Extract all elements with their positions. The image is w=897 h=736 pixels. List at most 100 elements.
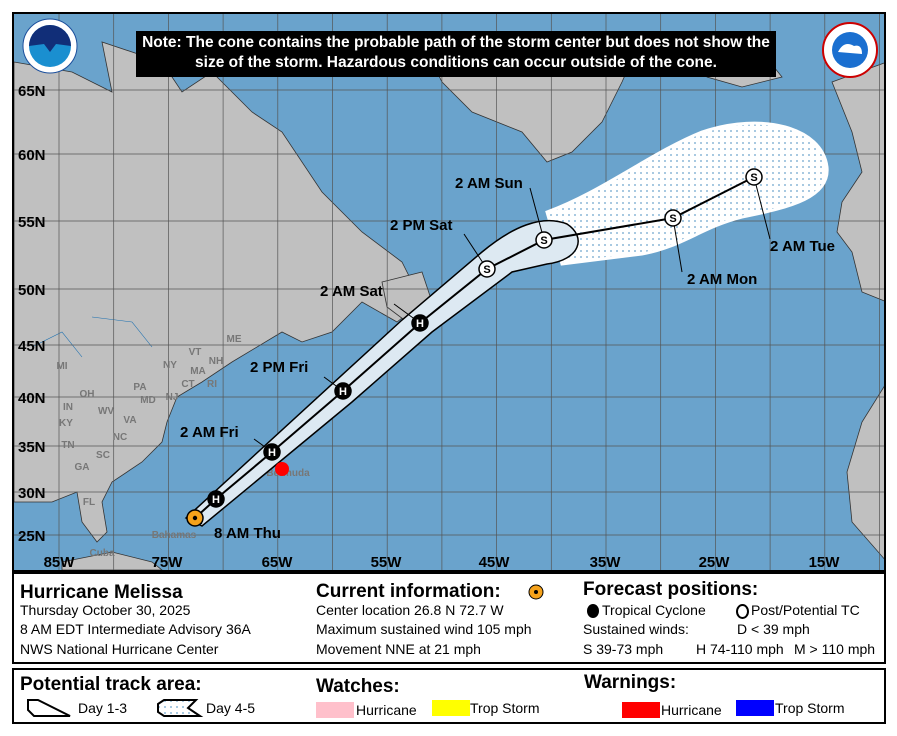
- current-info-title: Current information:: [316, 581, 501, 602]
- cone-note: Note: The cone contains the probable pat…: [136, 31, 776, 77]
- ts-warning-swatch: [736, 700, 774, 716]
- forecast-point: 2 AM Sat H: [320, 283, 429, 332]
- issuing-center: NWS National Hurricane Center: [20, 641, 219, 657]
- day45-label: Day 4-5: [206, 700, 256, 716]
- s-scale: S 39-73 mph: [583, 641, 664, 657]
- state-label: ME: [227, 334, 242, 345]
- state-label: NJ: [166, 392, 179, 403]
- europe: [831, 62, 884, 302]
- info-panel: Hurricane Melissa Thursday October 30, 2…: [12, 572, 886, 664]
- state-label: KY: [59, 418, 73, 429]
- hurricane-warning-swatch: [622, 702, 660, 718]
- hurricane-marker: [207, 490, 225, 508]
- map: 65N 60N 55N 50N 45N 40N 35N 30N 25N 85W 75W 65W 55W 4…: [12, 12, 886, 572]
- state-label: CT: [181, 379, 194, 390]
- forecast-title: Forecast positions:: [583, 579, 759, 600]
- lat-label: 50N: [18, 282, 46, 299]
- lat-label: 55N: [18, 214, 46, 231]
- label-leader: [529, 187, 545, 241]
- forecast-point: 2 AM Tue S: [745, 168, 835, 255]
- hurricane-warning-bermuda: [275, 462, 289, 476]
- hurricane-warning-label: Hurricane: [661, 702, 722, 718]
- state-label: WV: [98, 406, 114, 417]
- intensity-letter: H: [268, 447, 276, 459]
- north-america: [14, 41, 423, 543]
- cone-day-4-5: [545, 121, 829, 266]
- intensity-letter: S: [540, 235, 547, 247]
- lon-label: 65W: [262, 554, 294, 570]
- forecast-point: 2 AM Fri H: [180, 424, 281, 461]
- ts-watch-swatch: [432, 700, 470, 716]
- intensity-letter: S: [669, 213, 676, 225]
- lon-label: 45W: [479, 554, 511, 570]
- advisory-number: 8 AM EDT Intermediate Advisory 36A: [20, 621, 251, 637]
- forecast-point: 2 PM Fri H: [250, 359, 352, 400]
- movement: Movement NNE at 21 mph: [316, 641, 481, 657]
- hurricane-marker: [334, 382, 352, 400]
- state-label: VA: [123, 415, 136, 426]
- lon-label: 25W: [699, 554, 731, 570]
- hurricane-watch-swatch: [316, 702, 354, 718]
- sustained-label: Sustained winds:: [583, 621, 689, 637]
- state-label: NC: [113, 432, 127, 443]
- lat-label: 65N: [18, 83, 46, 100]
- island-label: Bahamas: [152, 530, 197, 541]
- ts-warning-label: Trop Storm: [775, 700, 845, 716]
- m-scale: M > 110 mph: [794, 641, 876, 657]
- storm-marker: [478, 260, 496, 278]
- map-canvas: 65N 60N 55N 50N 45N 40N 35N 30N 25N 85W 75W 65W 55W 4…: [14, 14, 884, 570]
- state-label: MD: [140, 395, 156, 406]
- state-label: FL: [83, 497, 95, 508]
- forecast-time-label: 2 AM Sat: [320, 283, 383, 300]
- storm-marker: [745, 168, 763, 186]
- state-label: NH: [209, 356, 223, 367]
- nws-logo: [822, 22, 878, 78]
- lon-label: 35W: [590, 554, 622, 570]
- state-label: MA: [190, 366, 206, 377]
- lon-label: 15W: [809, 554, 841, 570]
- day13-cone-icon: [27, 699, 71, 717]
- noaa-logo: [22, 18, 78, 74]
- intensity-letter: S: [750, 172, 757, 184]
- forecast-point: 2 AM Mon S: [664, 209, 757, 288]
- state-label: VT: [189, 347, 202, 358]
- legend-panel: Potential track area: Day 1-3 Day 4-5 Wa…: [12, 668, 886, 724]
- africa: [846, 386, 884, 560]
- hurricane-marker: [411, 314, 429, 332]
- state-label: PA: [133, 382, 146, 393]
- island-label: Bermuda: [266, 468, 310, 479]
- current-position-dot: [192, 515, 198, 521]
- state-label: RI: [207, 379, 217, 390]
- state-label: GA: [75, 462, 90, 473]
- lat-label: 60N: [18, 147, 46, 164]
- lon-label: 85W: [44, 554, 76, 570]
- center-location: Center location 26.8 N 72.7 W: [316, 602, 504, 618]
- h-scale: H 74-110 mph: [696, 641, 784, 657]
- day13-label: Day 1-3: [78, 700, 128, 716]
- cuba: [61, 551, 163, 570]
- intensity-letter: S: [483, 264, 490, 276]
- forecast-time-label: 8 AM Thu: [214, 525, 281, 542]
- forecast-time-label: 2 AM Sun: [455, 175, 523, 192]
- forecast-time-label: 2 PM Fri: [250, 359, 308, 376]
- advisory-date: Thursday October 30, 2025: [20, 602, 191, 618]
- forecast-time-label: 2 PM Sat: [390, 217, 453, 234]
- hurricane-watch-label: Hurricane: [356, 702, 417, 718]
- storm-name: Hurricane Melissa: [20, 582, 183, 603]
- tc-label: Tropical Cyclone: [602, 602, 706, 618]
- state-label: IN: [63, 402, 73, 413]
- lat-label: 30N: [18, 485, 46, 502]
- cone-day-1-3: [184, 219, 579, 527]
- hurricane-marker: [263, 443, 281, 461]
- label-leader: [672, 217, 683, 273]
- state-label: OH: [80, 389, 95, 400]
- forecast-time-label: 2 AM Fri: [180, 424, 239, 441]
- tropical-cyclone-icon: [587, 604, 599, 618]
- warnings-title: Warnings:: [584, 672, 677, 693]
- lon-label: 75W: [152, 554, 184, 570]
- lat-label: 45N: [18, 338, 46, 355]
- forecast-time-label: 2 AM Tue: [770, 238, 835, 255]
- forecast-point: 2 PM Sat S: [390, 217, 496, 278]
- max-wind: Maximum sustained wind 105 mph: [316, 621, 532, 637]
